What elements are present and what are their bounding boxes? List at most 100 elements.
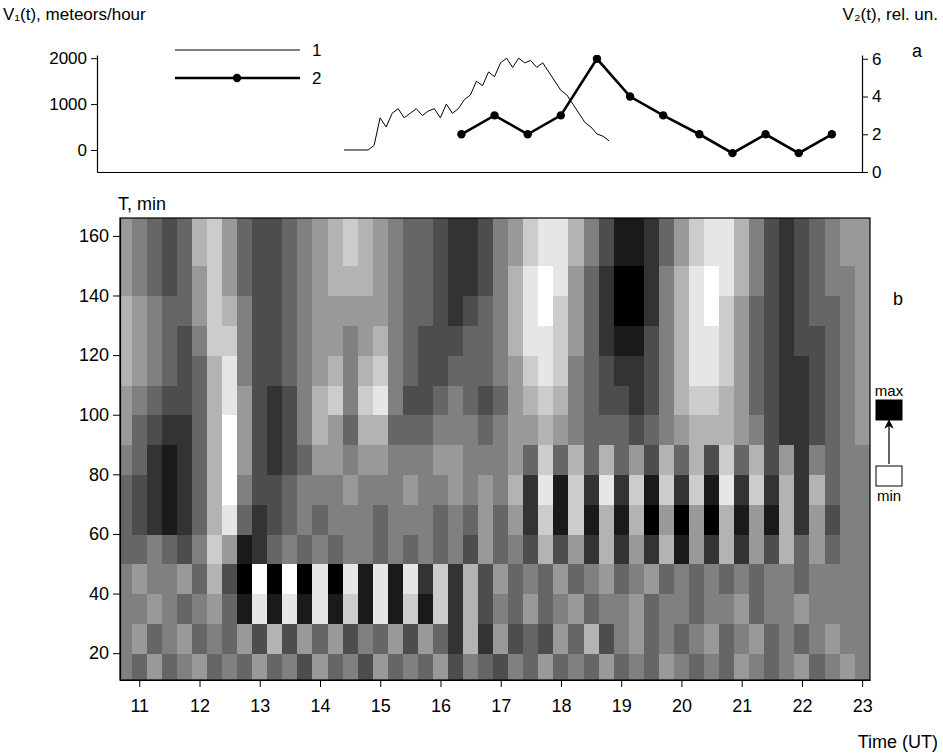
heatmap-cell [312,445,328,475]
heatmap-cell [207,415,223,445]
tick: 21 [732,680,752,716]
heatmap-cell [312,504,328,534]
heatmap-cell [538,295,554,325]
heatmap-cell [433,295,449,325]
tick-mark [802,680,803,687]
heatmap-cell [120,266,132,296]
heatmap-cell [222,534,238,564]
heatmap-cell [493,474,509,504]
tick-label: 16 [431,696,451,716]
heatmap-cell [297,623,313,653]
heatmap-cell [825,236,841,266]
heatmap-cell [809,534,825,564]
heatmap-cell [779,295,795,325]
heatmap-cell [689,623,705,653]
heatmap-cell [463,623,479,653]
heatmap-cell [222,266,238,296]
heatmap-cell [120,504,132,534]
heatmap-cell [463,474,479,504]
tick-mark [260,680,261,687]
heatmap-cell [508,355,524,385]
heatmap-cell [644,534,660,564]
heatmap-cell [840,474,856,504]
heatmap-cell [599,623,615,653]
heatmap-cell [267,534,283,564]
heatmap-cell [704,218,720,236]
tick-label: 60 [89,524,109,544]
heatmap-cell [644,623,660,653]
heatmap-cell [644,355,660,385]
heatmap-cell [373,564,389,594]
heatmap-cell [523,385,539,415]
heatmap-cell [553,325,569,355]
heatmap-cell [388,385,404,415]
heatmap-cell [538,474,554,504]
heatmap-cell [147,445,163,475]
heatmap-cell [749,236,765,266]
tick-mark [113,236,120,237]
heatmap-cell [614,594,630,624]
heatmap-cell [659,266,675,296]
heatmap-cell [659,295,675,325]
heatmap-cell [478,534,494,564]
heatmap-cell [162,236,178,266]
heatmap-cell [162,266,178,296]
heatmap-cell [508,623,524,653]
heatmap-cell [614,266,630,296]
heatmap-cell [403,623,419,653]
heatmap-cell [267,564,283,594]
heatmap-cell [418,218,434,236]
heatmap-cell [734,415,750,445]
tick-label: 1000 [49,95,87,114]
heatmap-cell [523,474,539,504]
heatmap-cell [538,266,554,296]
heatmap-cell [418,355,434,385]
heatmap-cell [343,504,359,534]
tick: 2 [862,125,881,144]
heatmap-cell [252,534,268,564]
heatmap-cell [120,295,132,325]
series-marker [457,130,465,138]
heatmap-cell [749,653,765,680]
heatmap-cell [403,534,419,564]
heatmap-cell [794,218,810,236]
heatmap-cell [614,653,630,680]
heatmap-cell [855,355,870,385]
heatmap-cell [629,385,645,415]
heatmap-cell [674,385,690,415]
heatmap-cell [794,623,810,653]
heatmap-cell [312,415,328,445]
heatmap-cell [523,594,539,624]
tick-label: 0 [872,163,881,182]
heatmap-cell [147,385,163,415]
heatmap-cell [388,295,404,325]
heatmap-cell [448,266,464,296]
heatmap-cell [192,385,208,415]
heatmap-cell [689,236,705,266]
heatmap-cell [373,653,389,680]
tick-label: 11 [130,696,149,716]
tick-mark [320,680,321,687]
heatmap-cell [132,653,148,680]
heatmap-cell [568,236,584,266]
heatmap-cell [222,295,238,325]
heatmap-cell [689,355,705,385]
heatmap-cell [120,623,132,653]
tick: 15 [371,680,391,716]
heatmap-cell [328,355,344,385]
heatmap-cell [120,218,132,236]
heatmap-cell [629,594,645,624]
heatmap-cell [493,415,509,445]
heatmap-cell [252,385,268,415]
heatmap-cell [252,474,268,504]
heatmap-cell [734,504,750,534]
heatmap-cell [388,236,404,266]
heatmap-cell [418,623,434,653]
heatmap-cell [120,445,132,475]
heatmap-cell [568,355,584,385]
heatmap-cell [312,534,328,564]
heatmap-cell [120,534,132,564]
heatmap-cell [764,564,780,594]
heatmap-cell [478,355,494,385]
heatmap-cell [418,534,434,564]
